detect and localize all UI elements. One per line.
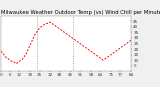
- Text: Milwaukee Weather Outdoor Temp (vs) Wind Chill per Minute (Last 24 Hours): Milwaukee Weather Outdoor Temp (vs) Wind…: [1, 10, 160, 15]
